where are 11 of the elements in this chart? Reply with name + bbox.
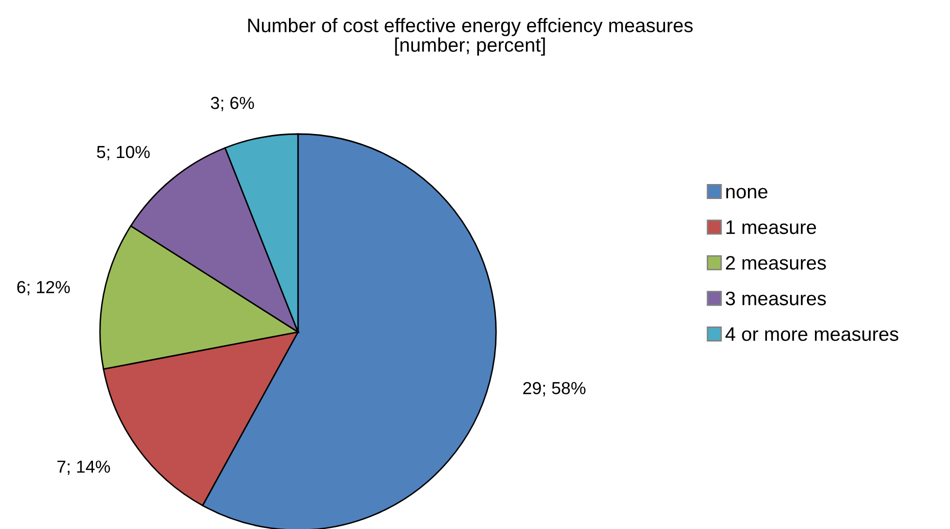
data-label: 6; 12% (17, 280, 70, 296)
legend-label: 1 measure (726, 220, 816, 234)
legend-label: 3 measures (726, 292, 826, 306)
legend-label: none (726, 188, 768, 198)
data-label: 7; 14% (57, 460, 110, 475)
chart-title: Number of cost effective energy effciency measures [number; percent] (248, 18, 693, 56)
data-label: 3; 6% (210, 96, 254, 112)
data-label: 5; 10% (96, 146, 150, 160)
legend-label: 2 measures (726, 256, 826, 270)
legend-label: 4 or more measures (725, 327, 898, 341)
data-label: 29; 58% (523, 382, 586, 396)
